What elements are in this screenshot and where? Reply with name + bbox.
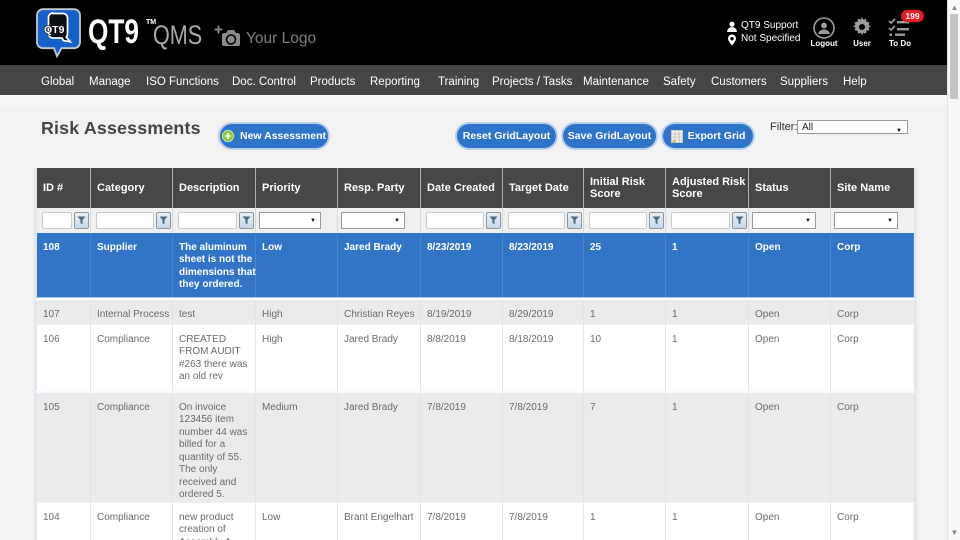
svg-text:QT9: QT9 xyxy=(44,24,65,36)
